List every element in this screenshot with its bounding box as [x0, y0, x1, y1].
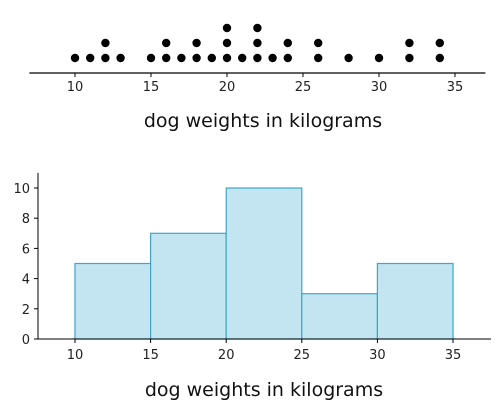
data-dot [146, 53, 156, 63]
data-dot [101, 38, 110, 48]
histogram-x-tick-label: 25 [294, 348, 311, 363]
histogram-y-tick-label: 2 [22, 303, 30, 318]
histogram-y-tick-label: 4 [22, 273, 30, 288]
dot-plot-x-axis-title: dog weights in kilograms [144, 110, 382, 132]
histogram-x-axis-title: dog weights in kilograms [145, 379, 383, 401]
data-dot [283, 53, 292, 63]
histogram-bar [376, 262, 454, 340]
dot-plot: dog weights in kilograms 10 15 20 25 30 35 [29, 23, 486, 132]
data-dot [101, 53, 110, 63]
data-dot [222, 23, 232, 33]
histogram-bar [301, 293, 378, 340]
data-dot [70, 53, 80, 63]
data-dot [238, 53, 247, 63]
histogram-x-tick-label: 15 [142, 348, 159, 363]
histogram: dog weights in kilograms 0 2 4 6 8 10 10 15 20 25… [13, 172, 491, 401]
data-dot [405, 53, 414, 63]
dot-plot-x-tick-label: 10 [67, 80, 84, 95]
histogram-x-tick-label: 35 [445, 348, 462, 363]
data-dot [283, 38, 292, 48]
histogram-bar [150, 232, 227, 340]
dot-plot-x-tick-label: 15 [143, 80, 160, 95]
histogram-y-tick-label: 6 [22, 242, 30, 257]
data-dot [86, 53, 95, 63]
data-dot [405, 38, 414, 48]
data-dot [435, 38, 444, 48]
data-dot [116, 53, 125, 63]
data-dot [344, 53, 353, 63]
data-dot [314, 38, 323, 48]
data-dot [162, 53, 171, 63]
data-dot [222, 38, 232, 48]
data-dot [192, 38, 201, 48]
histogram-bar [74, 262, 152, 340]
data-dot [162, 38, 171, 48]
data-dot [177, 53, 186, 63]
data-dot [253, 53, 262, 63]
data-dot [207, 53, 216, 63]
histogram-y-tick-label: 8 [22, 212, 30, 227]
dot-plot-x-tick-label: 25 [295, 80, 312, 95]
histogram-y-tick-label: 10 [13, 182, 30, 197]
data-dot [374, 53, 384, 63]
histogram-x-tick-label: 20 [218, 348, 235, 363]
data-dot [253, 38, 262, 48]
dot-plot-x-tick-label: 35 [447, 80, 464, 95]
data-dot [192, 53, 201, 63]
histogram-x-tick-label: 10 [67, 348, 84, 363]
histogram-x-tick-label: 30 [369, 348, 386, 363]
data-dot [314, 53, 323, 63]
histogram-y-tick-label: 0 [22, 333, 30, 348]
histogram-bar [225, 187, 303, 340]
data-dot [268, 53, 277, 63]
data-dot [222, 53, 232, 63]
data-dot [253, 23, 262, 33]
dot-plot-x-tick-label: 30 [371, 80, 388, 95]
dot-plot-x-tick-label: 20 [219, 80, 236, 95]
data-dot [435, 53, 444, 63]
